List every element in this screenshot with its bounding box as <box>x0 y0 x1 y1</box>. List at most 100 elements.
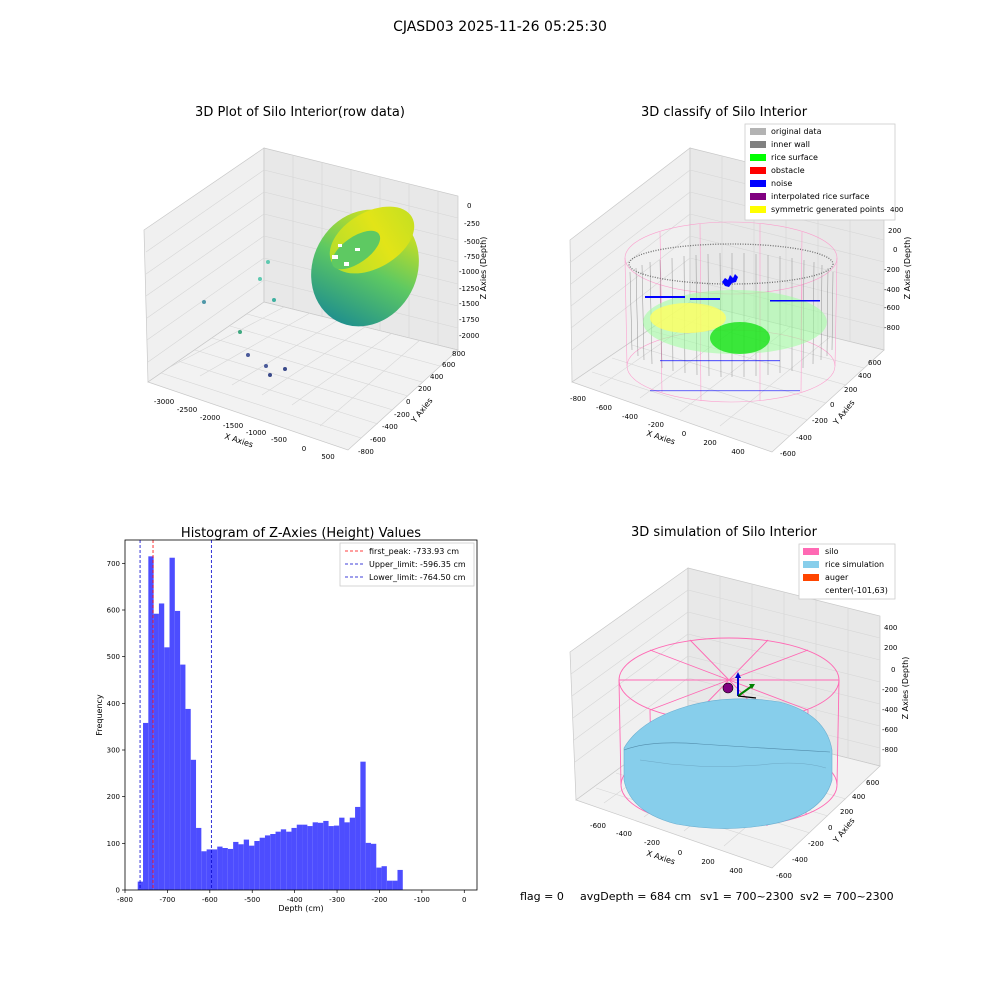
tick-label: -1250 <box>459 285 479 293</box>
tick-label: 400 <box>890 206 903 214</box>
histogram-bar <box>158 603 165 890</box>
legend-label: auger <box>825 573 849 582</box>
tick-label: 400 <box>884 624 897 632</box>
legend-label: noise <box>771 179 792 188</box>
panel-histogram: Histogram of Z-Axies (Height) Values -80… <box>95 526 478 913</box>
tick-label: -600 <box>590 822 606 830</box>
tick-label: 600 <box>442 361 455 369</box>
tick-label: -200 <box>884 266 900 274</box>
tick-labels-y: -600 -400 -200 0 200 400 600 <box>776 779 879 880</box>
legend-label: inner wall <box>771 140 810 149</box>
tick-labels-x: -600 -400 -200 0 200 400 <box>590 822 743 875</box>
legend-swatch <box>750 128 766 135</box>
histogram-bar <box>270 834 276 890</box>
raw-outlier-points <box>202 260 287 377</box>
tick-label: -2000 <box>459 332 479 340</box>
tick-label: 200 <box>884 644 897 652</box>
tick-label: 0 <box>828 824 832 832</box>
panel-title: 3D classify of Silo Interior <box>641 105 808 120</box>
tick-label: -200 <box>812 417 828 425</box>
tick-labels-y: -600 -400 -200 0 200 400 600 <box>780 359 881 458</box>
tick-label: -600 <box>776 872 792 880</box>
tick-label: 400 <box>858 372 871 380</box>
histogram-bar <box>302 824 308 890</box>
tick-label: 0 <box>462 896 466 904</box>
tick-label: -800 <box>570 395 586 403</box>
legend-label: center(-101,63) <box>825 586 888 595</box>
legend-swatch <box>750 193 766 200</box>
histogram-bar <box>148 556 154 890</box>
histogram-bar <box>254 841 260 890</box>
sv2-text: sv2 = 700~2300 <box>800 890 894 903</box>
tick-label: 100 <box>107 840 120 848</box>
histogram-bar <box>238 844 244 890</box>
z-axis-label: Z Axies (Depth) <box>901 657 910 720</box>
tick-label: -1500 <box>459 300 479 308</box>
x-axis-label: X Axies <box>645 429 676 447</box>
histogram-bar <box>201 851 207 890</box>
tick-label: 400 <box>852 793 865 801</box>
tick-label: -400 <box>382 423 398 431</box>
tick-label: 500 <box>321 453 334 461</box>
legend-swatch <box>803 561 819 568</box>
histogram-bar <box>196 827 202 890</box>
legend-label: rice surface <box>771 153 818 162</box>
tick-labels-z: 0 -250 -500 -750 -1000 -1250 -1500 -1750… <box>459 202 480 340</box>
status-line: flag = 0 avgDepth = 684 cm sv1 = 700~230… <box>520 890 894 903</box>
rice-surface-center <box>710 322 770 354</box>
tick-label: 0 <box>302 445 306 453</box>
tick-label: -500 <box>271 436 287 444</box>
y-axis-label: Y Axies <box>831 816 857 845</box>
tick-label: 0 <box>891 666 895 674</box>
tick-label: -600 <box>882 726 898 734</box>
legend: silo rice simulation auger center(-101,6… <box>803 547 888 595</box>
tick-label: -1750 <box>459 316 479 324</box>
tick-label: -600 <box>884 304 900 312</box>
tick-label: -500 <box>244 896 260 904</box>
tick-label: 600 <box>107 607 120 615</box>
symmetric-generated-points <box>650 303 726 333</box>
histogram-bar <box>386 880 393 890</box>
histogram-bar <box>190 759 197 890</box>
tick-label: -200 <box>648 421 664 429</box>
panel-title: 3D Plot of Silo Interior(row data) <box>195 105 405 120</box>
histogram-bar <box>360 761 366 890</box>
tick-label: -3000 <box>154 398 174 406</box>
histogram-bar <box>376 867 382 890</box>
legend-label: silo <box>825 547 839 556</box>
histogram-bar <box>222 848 228 890</box>
histogram-bar <box>169 557 175 890</box>
histogram-bar <box>211 849 218 890</box>
tick-label: 0 <box>116 887 120 895</box>
tick-label: -400 <box>792 856 808 864</box>
histogram-plot-area <box>137 540 403 890</box>
tick-label: -2000 <box>200 414 220 422</box>
legend-box <box>744 123 896 221</box>
legend: first_peak: -733.93 cm Upper_limit: -596… <box>345 547 466 582</box>
histogram-bar <box>286 831 292 890</box>
tick-label: 800 <box>452 350 465 358</box>
tick-label: 200 <box>107 793 120 801</box>
legend-swatch <box>803 574 819 581</box>
histogram-bar <box>333 825 340 890</box>
tick-label: 0 <box>893 246 897 254</box>
tick-label: -400 <box>622 413 638 421</box>
histogram-bar <box>206 849 212 890</box>
legend-label: obstacle <box>771 166 805 175</box>
legend-box <box>339 542 475 587</box>
histogram-bar <box>355 806 361 890</box>
histogram-bar <box>312 822 318 890</box>
tick-label: -800 <box>358 448 374 456</box>
histogram-bar <box>392 880 398 890</box>
tick-labels-x: -3000 -2500 -2000 -1500 -1000 -500 0 500 <box>154 398 335 461</box>
tick-label: 600 <box>868 359 881 367</box>
tick-label: 500 <box>107 653 120 661</box>
rice-simulation-ridge <box>639 759 827 769</box>
tick-label: 200 <box>703 439 716 447</box>
tick-label: 600 <box>866 779 879 787</box>
histogram-bar <box>275 831 281 890</box>
tick-label: -200 <box>644 839 660 847</box>
tick-label: 300 <box>107 747 120 755</box>
y-axis-label: Y Axies <box>831 398 857 427</box>
tick-label: 400 <box>107 700 120 708</box>
